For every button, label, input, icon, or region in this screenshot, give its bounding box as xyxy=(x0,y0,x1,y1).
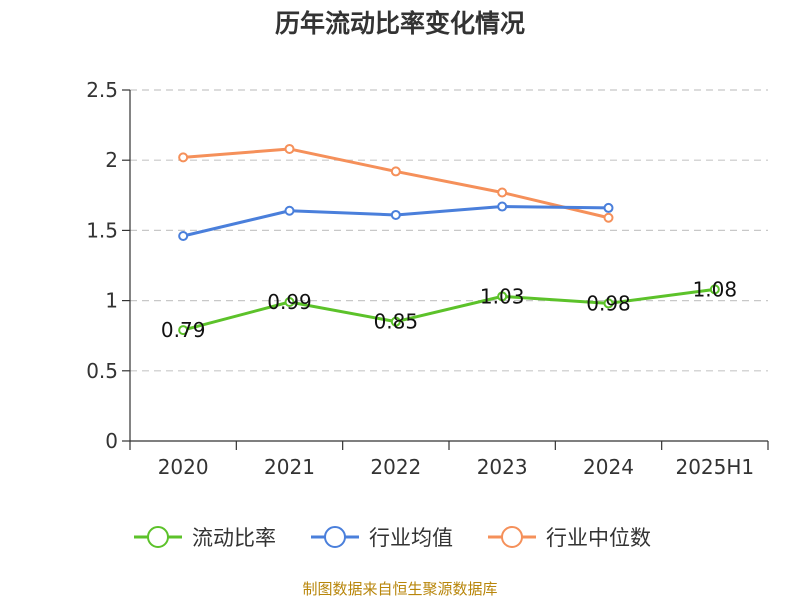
y-tick-label: 2.5 xyxy=(86,78,118,102)
data-point[interactable] xyxy=(390,316,401,327)
data-label: 0.99 xyxy=(267,290,312,314)
x-tick-label: 2023 xyxy=(477,455,528,479)
source-note: 制图数据来自恒生聚源数据库 xyxy=(302,580,497,598)
legend-label: 行业均值 xyxy=(369,526,453,550)
y-tick-label: 0 xyxy=(105,429,118,453)
data-point[interactable] xyxy=(390,209,401,220)
legend-marker xyxy=(324,526,346,548)
legend-item-2[interactable]: 行业中位数 xyxy=(488,526,651,550)
legend-label: 行业中位数 xyxy=(546,526,651,550)
data-point[interactable] xyxy=(709,284,720,295)
legend-label: 流动比率 xyxy=(192,526,276,550)
data-point[interactable] xyxy=(178,325,189,336)
legend[interactable]: 流动比率 行业均值 行业中位数 xyxy=(134,526,651,550)
x-tick-label: 2024 xyxy=(583,455,634,479)
data-point[interactable] xyxy=(178,231,189,242)
series-group: 0.79 0.99 0.85 1.03 0.98 1.08 xyxy=(161,143,738,342)
axes: 0 0.5 1 1.5 2 2.5 2020 2021 2022 2023 2024 2025H1 xyxy=(86,78,769,479)
data-point[interactable] xyxy=(497,201,508,212)
y-tick-label: 1.5 xyxy=(86,218,118,242)
data-label: 1.08 xyxy=(693,277,738,301)
data-label: 0.98 xyxy=(586,291,631,315)
data-label: 1.03 xyxy=(480,284,525,308)
data-label: 0.79 xyxy=(161,318,206,342)
data-point[interactable] xyxy=(603,202,614,213)
y-tick-label: 0.5 xyxy=(86,359,118,383)
data-point[interactable] xyxy=(497,187,508,198)
data-point[interactable] xyxy=(603,212,614,223)
legend-marker xyxy=(501,526,523,548)
data-point[interactable] xyxy=(178,152,189,163)
data-point[interactable] xyxy=(603,298,614,309)
x-tick-label: 2022 xyxy=(370,455,421,479)
legend-marker xyxy=(147,526,169,548)
y-tick-label: 2 xyxy=(105,148,118,172)
data-point[interactable] xyxy=(284,143,295,154)
data-point[interactable] xyxy=(284,297,295,308)
grid-lines xyxy=(130,89,768,372)
legend-item-0[interactable]: 流动比率 xyxy=(134,526,276,550)
x-tick-label: 2021 xyxy=(264,455,315,479)
data-point[interactable] xyxy=(284,205,295,216)
data-point[interactable] xyxy=(390,166,401,177)
x-tick-label: 2020 xyxy=(158,455,209,479)
legend-item-1[interactable]: 行业均值 xyxy=(311,526,453,550)
y-tick-label: 1 xyxy=(105,289,118,313)
x-tick-label: 2025H1 xyxy=(675,455,754,479)
series-line-0 xyxy=(182,287,716,332)
data-label: 0.85 xyxy=(374,310,419,334)
data-point[interactable] xyxy=(497,291,508,302)
chart-title: 历年流动比率变化情况 xyxy=(275,9,525,38)
